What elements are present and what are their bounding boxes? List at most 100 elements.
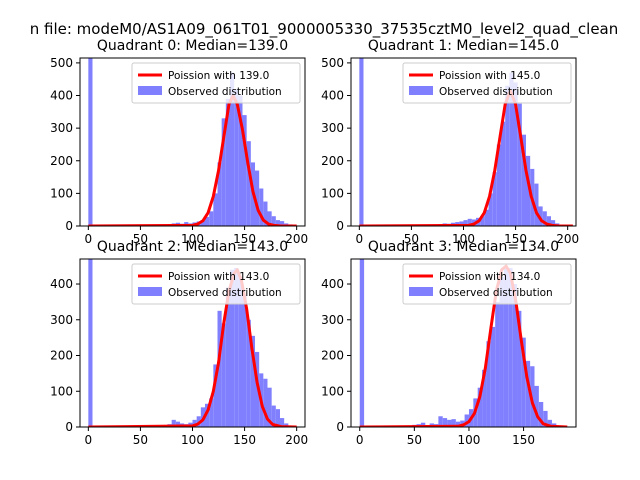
x-tick-label: 200	[285, 433, 308, 447]
hist-bar	[267, 387, 272, 427]
hist-bar	[455, 421, 461, 427]
subplot-title: Quadrant 2: Median=143.0	[97, 239, 288, 255]
hist-bar	[517, 103, 522, 226]
x-tick-label: 150	[233, 433, 256, 447]
hist-bar	[547, 419, 552, 427]
legend-box	[131, 263, 301, 305]
legend-observed-label: Observed distribution	[168, 86, 282, 98]
x-tick-label: 100	[181, 232, 204, 246]
x-tick-label: 150	[504, 232, 527, 246]
hist-bar	[242, 115, 247, 226]
x-tick-label: 150	[233, 232, 256, 246]
x-tick-label: 100	[181, 433, 204, 447]
hist-bar	[171, 419, 176, 427]
hist-bar	[213, 364, 218, 427]
hist-bar	[225, 287, 230, 427]
legend-observed-swatch	[138, 287, 162, 296]
legend-box	[402, 62, 572, 104]
hist-bar	[499, 276, 504, 427]
hist-bar	[209, 211, 214, 226]
y-tick-label: 400	[321, 277, 344, 291]
hist-bar	[512, 284, 518, 427]
y-tick-label: 0	[65, 219, 73, 233]
hist-bar	[271, 405, 276, 427]
legend: Poission with 134.0 Observed distribution	[402, 263, 572, 305]
hist-bar	[225, 98, 230, 226]
subplot-0: 0 50 100 150 200 0 100 200 300 400 500 Quadrant 0: …	[50, 38, 308, 246]
hist-bar	[438, 416, 443, 427]
legend-observed-swatch	[409, 287, 433, 296]
x-tick-label: 100	[458, 433, 481, 447]
hist-bar	[250, 335, 255, 427]
y-tick-label: 0	[65, 420, 73, 434]
subplot-1: 0 50 100 150 200 0 100 200 300 400 500 Quadrant 1: …	[321, 38, 579, 246]
legend-box	[402, 263, 572, 305]
legend-observed-label: Observed distribution	[168, 287, 282, 299]
figure-title: n file: modeM0/AS1A09_061T01_9000005330_…	[30, 20, 619, 39]
hist-bar	[538, 206, 543, 226]
x-tick-label: 200	[285, 232, 308, 246]
hist-bar	[534, 183, 539, 226]
y-tick-label: 200	[321, 349, 344, 363]
hist-bar	[542, 211, 547, 226]
hist-bar	[263, 378, 268, 427]
hist-bar	[284, 423, 289, 427]
hist-bar	[543, 410, 548, 427]
hist-bar	[482, 369, 487, 427]
y-tick-label: 500	[50, 56, 73, 70]
hist-bar	[263, 201, 268, 226]
hist-bar	[525, 360, 531, 427]
hist-bar	[280, 221, 285, 226]
x-tick-label: 0	[356, 232, 364, 246]
hist-bar	[359, 58, 364, 226]
hist-bar	[246, 319, 251, 427]
hist-bar	[230, 269, 235, 427]
hist-bar	[221, 118, 226, 226]
y-tick-label: 300	[50, 313, 73, 327]
hist-bar	[442, 418, 448, 427]
legend-observed-swatch	[409, 86, 433, 95]
hist-bar	[246, 141, 251, 226]
x-tick-label: 50	[133, 433, 148, 447]
x-tick-label: 0	[356, 433, 364, 447]
hist-bar	[209, 398, 214, 427]
axes-frame	[350, 258, 577, 428]
hist-bar	[459, 221, 464, 226]
hist-bar	[495, 301, 500, 427]
hist-bar	[238, 276, 243, 427]
x-tick-label: 200	[556, 232, 579, 246]
y-tick-label: 100	[321, 384, 344, 398]
legend-fit-label: Poission with 145.0	[439, 70, 540, 82]
hist-bar	[551, 220, 556, 226]
legend-observed-label: Observed distribution	[439, 287, 553, 299]
hist-bar	[275, 409, 280, 427]
hist-bar	[447, 419, 452, 427]
hist-bar	[509, 72, 514, 226]
hist-bar	[534, 385, 539, 427]
hist-bar	[242, 294, 247, 427]
legend: Poission with 143.0 Observed distribution	[131, 263, 301, 305]
y-tick-label: 200	[321, 154, 344, 168]
plot-area-2	[88, 259, 297, 427]
hist-bar	[521, 134, 526, 226]
hist-bar	[230, 72, 235, 226]
hist-bar	[490, 326, 496, 427]
hist-bar	[175, 421, 180, 427]
x-tick-label: 0	[85, 232, 93, 246]
y-tick-label: 100	[321, 186, 344, 200]
hist-bar	[271, 216, 276, 226]
x-tick-label: 50	[133, 232, 148, 246]
y-tick-label: 300	[50, 121, 73, 135]
hist-bar	[477, 387, 483, 427]
x-tick-label: 50	[404, 232, 419, 246]
legend: Poission with 139.0 Observed distribution	[131, 62, 301, 104]
hist-bar	[517, 310, 522, 427]
hist-bar	[505, 85, 510, 226]
hist-bar	[480, 216, 485, 226]
hist-bar	[420, 422, 426, 427]
y-tick-label: 100	[50, 186, 73, 200]
hist-bar	[192, 419, 197, 427]
hist-bar	[205, 216, 210, 226]
hist-bar	[255, 351, 260, 427]
x-tick-label: 0	[85, 433, 93, 447]
